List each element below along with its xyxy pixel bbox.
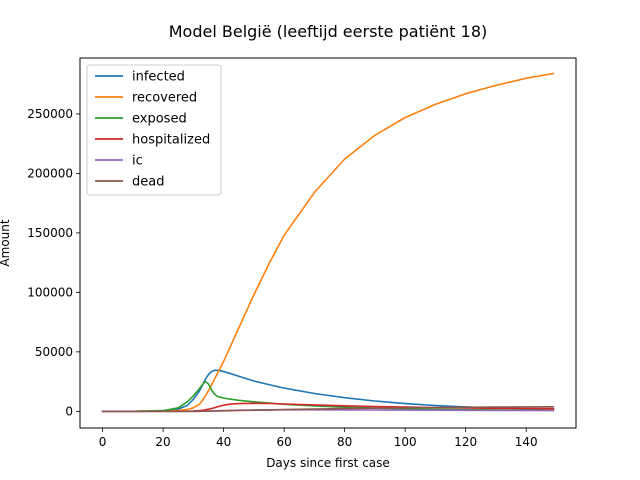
y-axis-label: Amount bbox=[0, 219, 12, 266]
x-tick-label: 80 bbox=[337, 435, 352, 449]
y-tick-label: 250000 bbox=[27, 107, 73, 121]
plot-area-frame bbox=[79, 57, 577, 429]
x-axis-label: Days since first case bbox=[266, 456, 390, 470]
legend-label-recovered: recovered bbox=[132, 91, 197, 106]
series-line-recovered bbox=[101, 72, 555, 413]
y-tick-label: 0 bbox=[65, 404, 73, 418]
x-tick-label: 140 bbox=[515, 435, 538, 449]
legend: infected recovered exposed hospitalized ic de… bbox=[86, 64, 222, 196]
series-line-infected bbox=[101, 369, 555, 413]
legend-label-infected: infected bbox=[132, 70, 185, 85]
series-line-exposed bbox=[101, 380, 555, 413]
x-tick-label: 60 bbox=[276, 435, 291, 449]
x-tick-label: 20 bbox=[155, 435, 170, 449]
y-tick-label: 100000 bbox=[27, 285, 73, 299]
legend-label-exposed: exposed bbox=[132, 112, 187, 127]
legend-label-ic: ic bbox=[132, 154, 143, 169]
x-tick-label: 0 bbox=[99, 435, 107, 449]
series-layer bbox=[101, 72, 555, 413]
x-tick-label: 120 bbox=[454, 435, 477, 449]
x-axis: 0 20 40 60 80 100 120 140 bbox=[99, 428, 538, 449]
y-tick-label: 50000 bbox=[35, 345, 73, 359]
y-tick-label: 200000 bbox=[27, 166, 73, 180]
chart-title: Model België (leeftijd eerste patiënt 18… bbox=[169, 22, 487, 41]
y-tick-label: 150000 bbox=[27, 226, 73, 240]
legend-label-dead: dead bbox=[132, 175, 164, 190]
x-tick-label: 40 bbox=[216, 435, 231, 449]
legend-label-hospitalized: hospitalized bbox=[132, 133, 210, 148]
x-tick-label: 100 bbox=[394, 435, 417, 449]
y-axis: 0 50000 100000 150000 200000 250000 bbox=[27, 107, 80, 418]
series-line-dead bbox=[101, 405, 555, 413]
